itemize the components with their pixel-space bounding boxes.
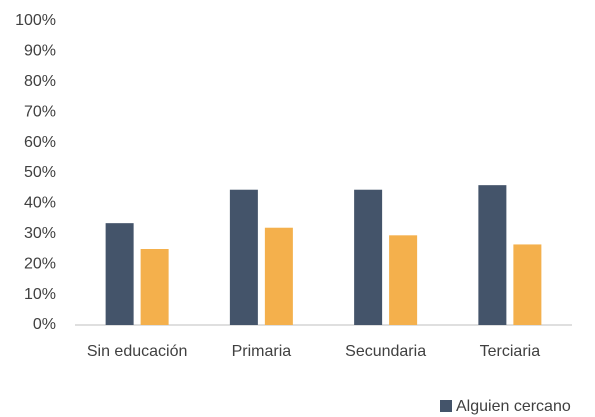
bar [229,189,258,325]
y-tick-label: 50% [24,164,56,181]
x-tick-label: Primaria [232,343,292,360]
y-tick-label: 10% [24,286,56,303]
bar [140,249,169,325]
y-tick-label: 70% [24,103,56,120]
bar [513,244,542,325]
y-tick-label: 100% [15,12,56,29]
bar [354,189,383,325]
legend-label: Alguien cercano [456,398,571,415]
bar [478,185,507,325]
x-tick-label: Terciaria [480,343,541,360]
y-tick-label: 80% [24,73,56,90]
legend-swatch [440,400,452,412]
bar [389,235,418,325]
y-tick-label: 40% [24,195,56,212]
y-tick-label: 0% [33,316,56,333]
y-tick-label: 60% [24,134,56,151]
bar [105,223,134,325]
x-tick-label: Sin educación [87,343,188,360]
y-tick-label: 90% [24,43,56,60]
x-tick-label: Secundaria [345,343,426,360]
y-tick-label: 20% [24,255,56,272]
y-tick-label: 30% [24,225,56,242]
bar [264,227,293,325]
